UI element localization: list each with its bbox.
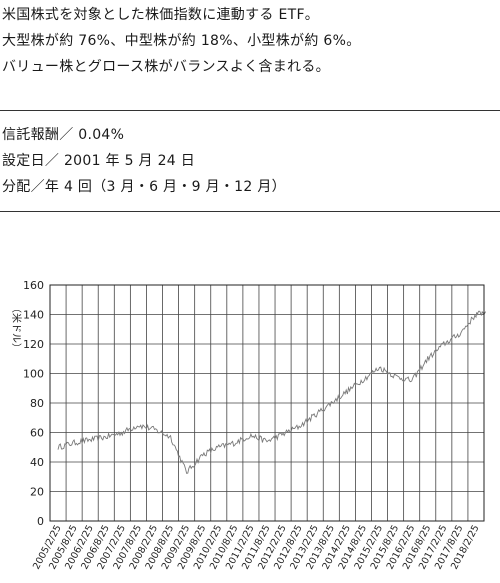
description-line: 米国株式を対象とした株価指数に連動する ETF。 bbox=[2, 7, 320, 23]
description: 米国株式を対象とした株価指数に連動する ETF。 大型株が約 76%、中型株が約… bbox=[2, 2, 498, 80]
plot-area-border bbox=[49, 284, 485, 522]
y-tick-label: 40 bbox=[30, 456, 44, 469]
price-series-line bbox=[57, 310, 486, 474]
description-line: バリュー株とグロース株がバランスよく含まれる。 bbox=[2, 59, 330, 75]
description-line: 大型株が約 76%、中型株が約 18%、小型株が約 6%。 bbox=[2, 33, 361, 49]
divider bbox=[0, 110, 500, 111]
y-tick-label: 140 bbox=[23, 309, 44, 322]
expense-ratio: 信託報酬／ 0.04% bbox=[2, 127, 125, 143]
divider bbox=[0, 211, 500, 212]
y-tick-label: 0 bbox=[37, 515, 44, 528]
fund-info: 信託報酬／ 0.04% 設定日／ 2001 年 5 月 24 日 分配／年 4 … bbox=[2, 122, 286, 200]
y-axis-label: （米ドル） bbox=[10, 303, 23, 353]
y-tick-label: 160 bbox=[23, 279, 44, 292]
price-chart: （米ドル） 0204060801001201401602005/2/252005… bbox=[10, 279, 486, 571]
distribution: 分配／年 4 回（3 月・6 月・9 月・12 月） bbox=[2, 179, 286, 195]
y-tick-label: 100 bbox=[23, 368, 44, 381]
y-tick-label: 60 bbox=[30, 427, 44, 440]
y-tick-label: 80 bbox=[30, 397, 44, 410]
inception-date: 設定日／ 2001 年 5 月 24 日 bbox=[2, 153, 196, 169]
y-tick-label: 120 bbox=[23, 338, 44, 351]
y-tick-label: 20 bbox=[30, 486, 44, 499]
